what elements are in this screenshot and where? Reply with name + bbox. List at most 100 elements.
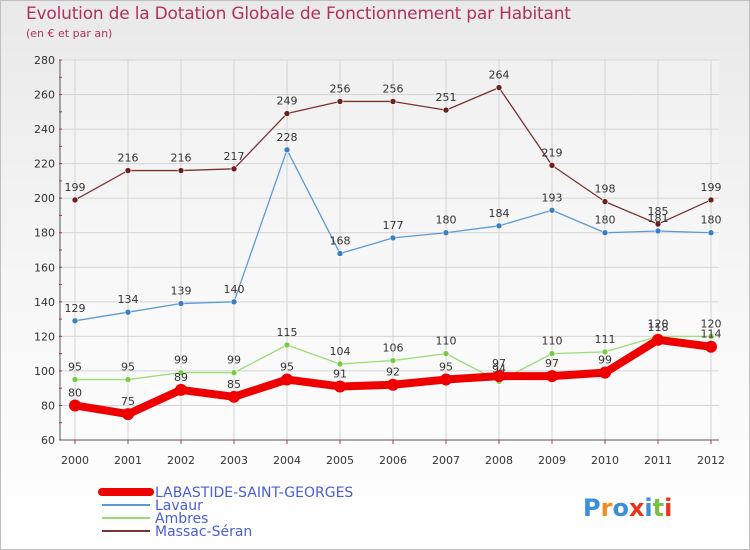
data-label-ambres: 95: [121, 361, 135, 374]
x-tick-label: 2004: [273, 454, 301, 467]
data-point-ambres: [230, 369, 238, 376]
y-tick-label: 280: [34, 54, 55, 67]
data-label-lavaur: 184: [489, 207, 510, 220]
data-label-massac-s-ran: 217: [224, 150, 245, 163]
data-point-ambres: [389, 357, 397, 364]
data-label-labastide-saint-georges: 114: [701, 328, 722, 341]
data-label-massac-s-ran: 216: [118, 152, 139, 165]
y-tick-label: 140: [34, 296, 55, 309]
data-label-ambres: 111: [595, 333, 616, 346]
data-point-lavaur: [389, 234, 397, 242]
y-tick-label: 200: [34, 192, 55, 205]
x-tick-label: 2009: [538, 454, 566, 467]
series-lines: [69, 84, 717, 421]
data-point-lavaur: [707, 229, 715, 237]
x-tick-label: 2000: [61, 454, 89, 467]
data-label-massac-s-ran: 264: [489, 69, 510, 82]
data-label-ambres: 106: [383, 342, 404, 355]
data-point-lavaur: [548, 206, 556, 214]
data-label-lavaur: 129: [65, 302, 86, 315]
x-tick-label: 2003: [220, 454, 248, 467]
data-point-ambres: [442, 350, 450, 357]
data-label-lavaur: 168: [330, 234, 351, 247]
data-point-ambres: [707, 333, 715, 340]
x-tick-label: 2002: [167, 454, 195, 467]
chart-subtitle: (en € et par an): [26, 27, 113, 40]
data-point-ambres: [71, 376, 79, 383]
data-label-labastide-saint-georges: 97: [545, 357, 559, 370]
y-tick-label: 80: [41, 399, 55, 412]
data-label-ambres: 104: [330, 345, 351, 358]
legend-label-labastide-saint-georges: LABASTIDE-SAINT-GEORGES: [155, 485, 353, 501]
data-label-labastide-saint-georges: 85: [227, 378, 241, 391]
data-label-labastide-saint-georges: 92: [386, 366, 400, 379]
data-point-ambres: [336, 360, 344, 368]
data-label-massac-s-ran: 185: [648, 205, 669, 218]
chart-title: Evolution de la Dotation Globale de Fonc…: [26, 4, 571, 24]
logo-letter: P: [583, 494, 601, 522]
data-point-labastide-saint-georges: [334, 380, 346, 393]
data-label-lavaur: 140: [224, 283, 245, 296]
data-point-massac-s-ran: [442, 106, 450, 114]
data-label-lavaur: 134: [118, 293, 139, 306]
data-label-labastide-saint-georges: 97: [492, 357, 506, 370]
data-point-labastide-saint-georges: [705, 340, 717, 353]
data-point-labastide-saint-georges: [546, 370, 558, 383]
data-point-lavaur: [601, 229, 609, 237]
data-label-massac-s-ran: 216: [171, 152, 192, 165]
data-label-labastide-saint-georges: 80: [68, 386, 82, 399]
data-point-ambres: [601, 348, 609, 356]
data-label-lavaur: 139: [171, 285, 192, 298]
logo-letter: o: [612, 494, 629, 522]
data-point-massac-s-ran: [389, 98, 397, 105]
data-label-labastide-saint-georges: 89: [174, 371, 188, 384]
data-point-lavaur: [71, 317, 79, 325]
data-point-labastide-saint-georges: [440, 373, 452, 386]
data-label-labastide-saint-georges: 75: [121, 395, 135, 408]
x-tick-label: 2012: [697, 454, 725, 467]
data-point-lavaur: [654, 227, 662, 235]
data-point-labastide-saint-georges: [175, 383, 187, 396]
data-label-massac-s-ran: 251: [436, 91, 457, 104]
data-point-massac-s-ran: [230, 165, 238, 173]
logo-letter: t: [653, 494, 664, 522]
data-point-massac-s-ran: [601, 198, 609, 205]
data-label-lavaur: 177: [383, 219, 404, 232]
data-label-massac-s-ran: 256: [383, 82, 404, 95]
data-point-labastide-saint-georges: [122, 408, 134, 421]
data-point-massac-s-ran: [336, 98, 344, 105]
data-label-ambres: 99: [227, 354, 241, 367]
x-tick-label: 2011: [644, 454, 672, 467]
data-point-labastide-saint-georges: [228, 390, 240, 403]
logo-letter: r: [601, 494, 613, 522]
y-tick-label: 260: [34, 89, 55, 102]
legend-label-lavaur: Lavaur: [155, 498, 203, 514]
data-point-massac-s-ran: [548, 162, 556, 169]
data-label-lavaur: 180: [701, 214, 722, 227]
logo-letter: x: [629, 494, 645, 522]
data-label-lavaur: 193: [542, 191, 563, 204]
data-label-ambres: 115: [277, 326, 298, 339]
data-point-massac-s-ran: [707, 196, 715, 204]
data-label-massac-s-ran: 199: [701, 181, 722, 194]
data-label-massac-s-ran: 249: [277, 95, 298, 108]
logo-text: Proxiti: [583, 494, 672, 522]
data-labels: 80 75 89 85 95 91 92 95 97 97 99 118 114 129 134 139 140…: [65, 69, 722, 408]
data-label-lavaur: 228: [277, 131, 298, 144]
data-point-massac-s-ran: [283, 110, 291, 117]
data-label-lavaur: 180: [436, 214, 457, 227]
data-label-massac-s-ran: 256: [330, 82, 351, 95]
axes: 60 80 100 120 140 160 180 200 220 240 260 280 2000 20…: [34, 54, 725, 467]
data-label-labastide-saint-georges: 118: [648, 321, 669, 334]
y-tick-label: 240: [34, 123, 55, 136]
x-tick-label: 2005: [326, 454, 354, 467]
data-point-labastide-saint-georges: [281, 373, 293, 386]
data-label-ambres: 95: [68, 361, 82, 374]
data-label-labastide-saint-georges: 99: [598, 354, 612, 367]
legend-label-massac-s-ran: Massac-Séran: [155, 524, 252, 540]
y-tick-label: 160: [34, 261, 55, 274]
data-label-labastide-saint-georges: 91: [333, 367, 347, 380]
data-point-ambres: [283, 341, 291, 349]
data-point-lavaur: [124, 308, 132, 316]
